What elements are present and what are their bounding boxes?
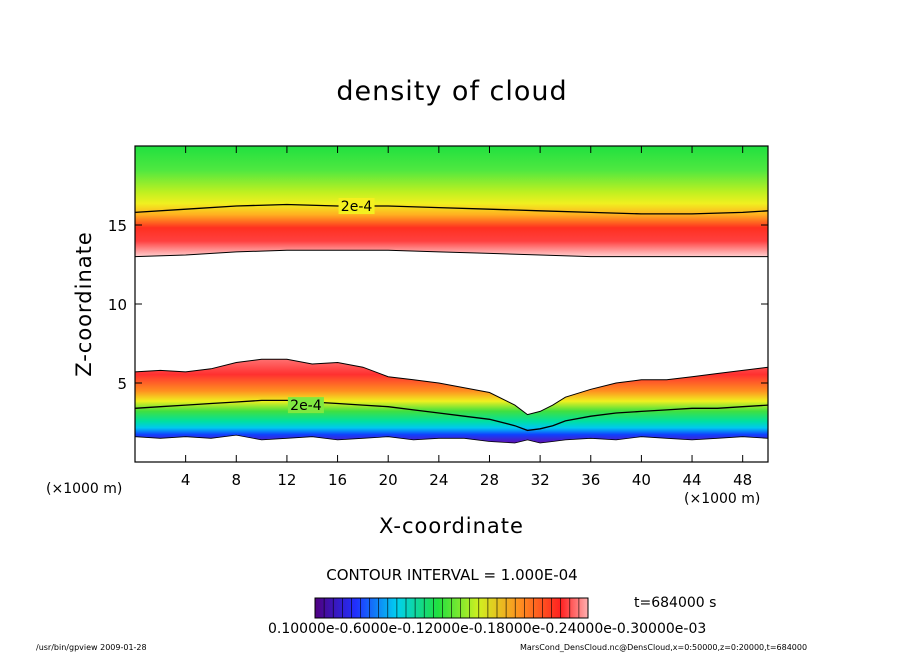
x-tick-label: 24 [429, 471, 448, 489]
x-tick-label: 48 [733, 471, 752, 489]
lower-layer-top-contour [135, 358, 768, 416]
x-axis: 4 8 12 16 20 24 28 32 36 40 44 48 [181, 146, 752, 489]
y-axis-label: Z-coordinate [72, 231, 96, 377]
upper-layer-edge-contour [135, 249, 768, 258]
x-tick-label: 12 [277, 471, 296, 489]
time-label: t=684000 s [634, 595, 717, 611]
x-tick-label: 36 [581, 471, 600, 489]
upper-2e-4-contour [135, 203, 768, 215]
lower-layer-bottom-contour [135, 434, 768, 444]
colorbar-ticks [323, 598, 580, 618]
y-tick-label: 15 [108, 217, 127, 235]
footer-right: MarsCond_DensCloud.nc@DensCloud,x=0:5000… [520, 643, 808, 652]
lower-cloud-layer [135, 359, 768, 443]
footer-left: /usr/bin/gpview 2009-01-28 [36, 643, 147, 652]
y-tick-label: 5 [117, 375, 127, 393]
x-tick-label: 28 [480, 471, 499, 489]
contour-interval-text: CONTOUR INTERVAL = 1.000E-04 [326, 566, 578, 584]
x-tick-label: 44 [682, 471, 701, 489]
x-tick-label: 4 [181, 471, 191, 489]
contour-label-bg [338, 198, 375, 215]
contour-label-bg [287, 397, 324, 414]
lower-2e-4-contour [135, 399, 768, 432]
colorbar-labels: 0.10000e-0.6000e-0.12000e-0.18000e-0.240… [268, 621, 707, 637]
chart-title: density of cloud [336, 76, 568, 107]
contour-label: 2e-4 [290, 398, 322, 414]
x-tick-label: 32 [531, 471, 550, 489]
y-axis: 5 10 15 [108, 217, 768, 393]
contour-label: 2e-4 [341, 199, 373, 215]
x-tick-label: 20 [379, 471, 398, 489]
x-axis-label: X-coordinate [379, 514, 524, 538]
y-tick-label: 10 [108, 296, 127, 314]
x-tick-label: 8 [232, 471, 242, 489]
x-tick-label: 16 [328, 471, 347, 489]
upper-cloud-layer [135, 146, 768, 257]
x-unit-label-right: (×1000 m) [684, 491, 761, 507]
x-unit-label-left: (×1000 m) [46, 481, 123, 497]
x-tick-label: 40 [632, 471, 651, 489]
